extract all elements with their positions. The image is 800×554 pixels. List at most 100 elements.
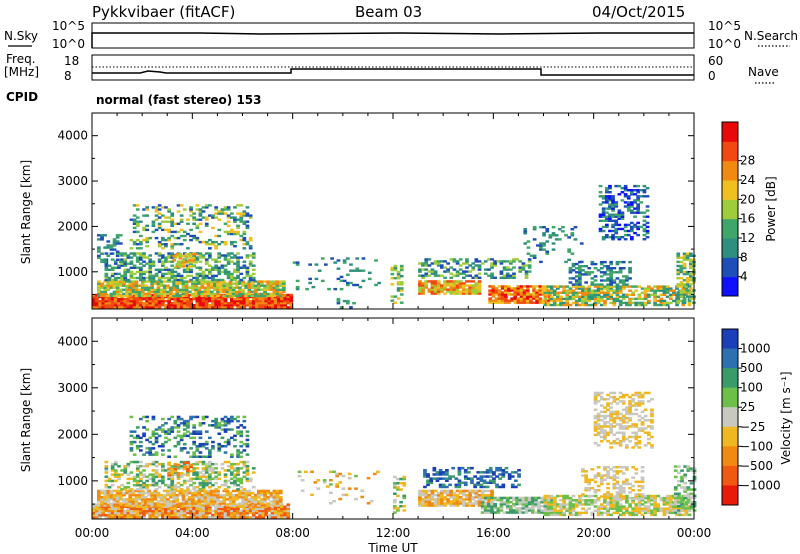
range-cell	[609, 269, 613, 272]
range-cell	[95, 304, 99, 307]
range-cell	[132, 214, 137, 217]
range-cell	[562, 494, 566, 498]
range-cell	[189, 509, 193, 513]
range-cell	[421, 498, 425, 501]
range-cell	[164, 306, 168, 309]
range-cell	[568, 269, 573, 272]
range-cell	[267, 306, 272, 309]
range-cell	[587, 501, 592, 504]
range-cell	[280, 516, 284, 519]
range-cell	[110, 465, 115, 468]
range-cell	[204, 218, 209, 221]
range-cell	[516, 287, 521, 290]
range-cell	[433, 262, 438, 265]
range-cell	[100, 504, 104, 507]
range-cell	[452, 290, 457, 293]
range-cell	[236, 469, 240, 472]
range-cell	[197, 496, 202, 499]
range-cell	[184, 493, 189, 497]
range-cell	[206, 491, 211, 495]
range-cell	[598, 184, 603, 188]
range-cell	[144, 286, 148, 289]
range-cell	[556, 494, 560, 498]
range-cell	[682, 301, 687, 304]
range-cell	[587, 297, 592, 301]
range-cell	[157, 260, 162, 263]
range-cell	[201, 240, 206, 244]
range-cell	[145, 511, 149, 515]
range-cell	[630, 191, 634, 194]
range-cell	[92, 297, 96, 301]
range-cell	[527, 258, 532, 261]
range-cell	[441, 485, 446, 489]
range-cell	[145, 302, 149, 305]
range-cell	[676, 268, 681, 272]
range-cell	[633, 225, 637, 229]
range-cell	[211, 306, 215, 309]
range-cell	[236, 274, 240, 278]
range-cell	[217, 254, 222, 257]
range-cell	[286, 302, 291, 305]
range-cell	[169, 500, 173, 503]
range-cell	[679, 289, 684, 292]
range-cell	[120, 254, 124, 257]
range-cell	[556, 303, 560, 307]
range-cell	[179, 276, 184, 280]
range-cell	[220, 445, 225, 448]
range-cell	[104, 471, 109, 474]
range-cell	[189, 513, 193, 517]
range-cell	[211, 268, 215, 271]
range-cell	[596, 301, 601, 305]
range-cell	[225, 498, 230, 501]
range-cell	[139, 509, 143, 513]
range-cell	[543, 299, 548, 303]
range-cell	[122, 504, 126, 507]
range-cell	[176, 472, 181, 475]
range-cell	[625, 496, 629, 500]
range-cell	[167, 299, 171, 303]
range-cell	[195, 302, 200, 305]
range-cell	[611, 199, 615, 202]
range-cell	[145, 245, 149, 248]
range-cell	[458, 502, 463, 505]
range-cell	[277, 509, 281, 513]
range-cell	[214, 516, 218, 519]
range-cell	[230, 513, 234, 517]
range-cell	[230, 274, 234, 278]
range-cell	[615, 295, 620, 298]
range-cell	[209, 292, 214, 296]
range-cell	[682, 266, 687, 270]
range-cell	[584, 297, 588, 301]
range-cell	[223, 212, 228, 215]
range-cell	[248, 260, 253, 263]
range-cell	[518, 509, 523, 512]
range-cell	[426, 473, 430, 476]
range-cell	[639, 201, 644, 204]
range-cell	[242, 442, 247, 446]
range-cell	[95, 299, 99, 303]
range-cell	[135, 238, 140, 242]
range-cell	[162, 288, 167, 291]
range-cell	[92, 505, 96, 508]
range-cell	[198, 240, 203, 244]
range-cell	[682, 291, 687, 294]
range-cell	[139, 276, 143, 280]
range-cell	[418, 282, 422, 285]
range-cell	[211, 513, 215, 517]
range-cell	[452, 274, 457, 277]
range-cell	[614, 205, 619, 208]
range-cell	[170, 254, 175, 257]
range-cell	[226, 230, 231, 234]
range-cell	[132, 436, 137, 440]
range-cell	[119, 498, 123, 501]
range-cell	[139, 417, 143, 421]
range-cell	[153, 504, 158, 507]
range-cell	[223, 272, 228, 276]
range-cell	[186, 467, 190, 471]
range-cell	[157, 276, 162, 280]
range-cell	[598, 215, 603, 218]
range-cell	[161, 304, 165, 307]
range-cell	[176, 463, 181, 467]
range-cell	[239, 432, 244, 435]
range-cell	[270, 302, 275, 305]
